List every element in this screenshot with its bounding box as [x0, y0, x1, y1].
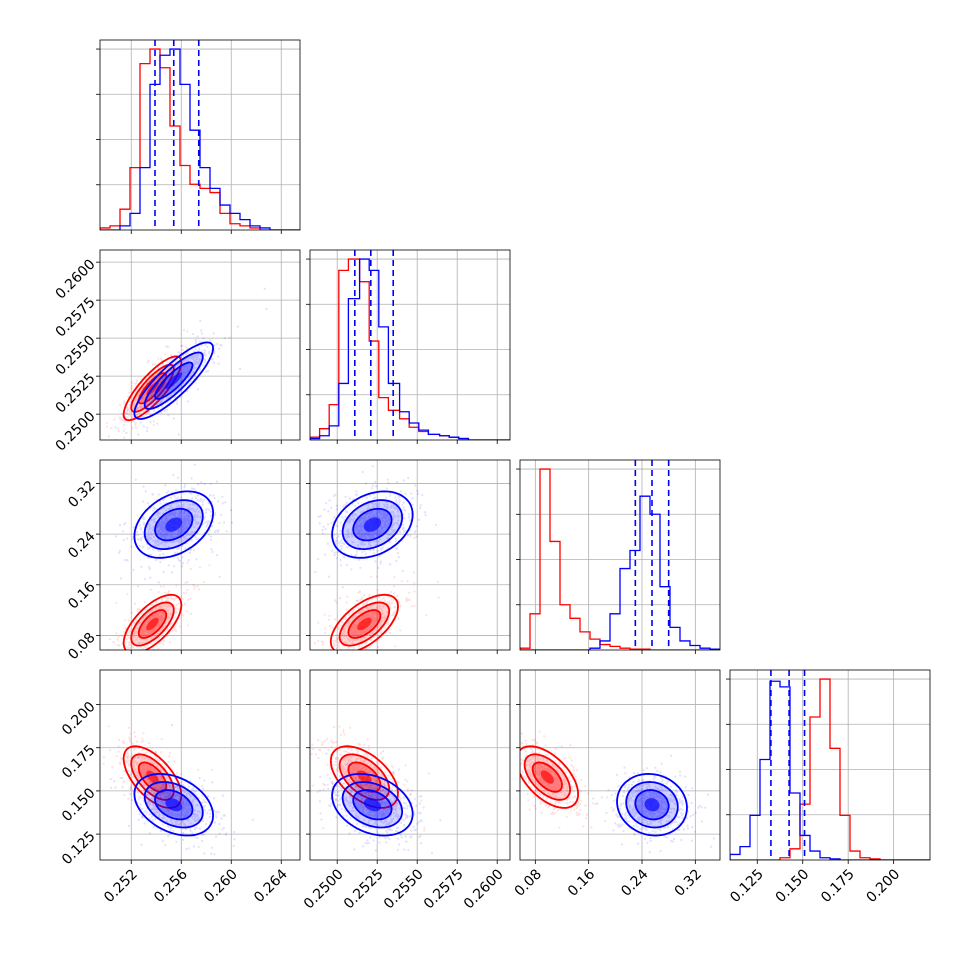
- grid-lines: [100, 250, 300, 440]
- panel-frame: [99, 669, 301, 861]
- panel-2-0: 0.08 0.16 0.24 0.32: [65, 459, 301, 663]
- plot-area: [100, 287, 268, 440]
- panel-3-2: 0.08 0.16 0.24 0.32: [512, 669, 721, 900]
- x-tick-label: 0.150: [773, 866, 813, 906]
- plot-area: [520, 460, 720, 650]
- grid-lines: [520, 460, 720, 650]
- density-contour-series-1: [363, 798, 381, 812]
- x-tick-label: 0.200: [864, 866, 904, 906]
- density-contour-series-0: [329, 745, 399, 809]
- panel-frame: [99, 39, 301, 231]
- plot-area: [100, 463, 234, 650]
- plot-area: [310, 250, 510, 440]
- panel-frame: [309, 459, 511, 651]
- y-tick-label: 0.16: [65, 579, 98, 612]
- panel-0-0: [96, 39, 301, 234]
- y-tick-label: 0.200: [59, 699, 99, 739]
- density-contour-series-0: [122, 593, 183, 650]
- density-contour-series-1: [165, 372, 183, 389]
- x-tick-label: 0.24: [618, 866, 651, 899]
- x-tick-label: 0.125: [727, 866, 767, 906]
- grid-lines: [310, 670, 510, 860]
- panel-frame: [309, 669, 511, 861]
- plot-area: [102, 724, 255, 856]
- density-contour-series-1: [616, 772, 688, 837]
- panel-2-2: [516, 459, 721, 654]
- y-tick-label: 0.08: [65, 630, 98, 663]
- panel-frame: [99, 249, 301, 441]
- histogram-series-1: [520, 495, 720, 650]
- grid-lines: [310, 250, 510, 440]
- x-tick-label: 0.260: [201, 866, 241, 906]
- plot-area: [520, 730, 716, 854]
- density-contour-series-0: [540, 770, 554, 784]
- x-tick-label: 0.252: [101, 866, 141, 906]
- plot-area: [310, 725, 442, 854]
- y-tick-label: 0.24: [65, 528, 98, 561]
- density-contour-series-0: [122, 745, 183, 809]
- panel-frame: [309, 249, 511, 441]
- histogram-series-1: [310, 258, 510, 440]
- x-tick-label: 0.2525: [341, 866, 387, 912]
- panel-2-1: [306, 459, 511, 654]
- histogram-series-1: [730, 680, 930, 860]
- histogram-series-0: [100, 48, 300, 230]
- panel-frame: [519, 669, 721, 861]
- x-tick-label: 0.16: [565, 866, 598, 899]
- density-contour-series-1: [165, 798, 183, 812]
- panel-frame: [99, 459, 301, 651]
- x-tick-label: 0.256: [151, 866, 191, 906]
- density-contour-series-1: [133, 341, 215, 420]
- density-contour-series-1: [363, 517, 381, 532]
- grid-lines: [100, 460, 300, 650]
- grid-lines: [520, 670, 720, 860]
- density-contour-series-1: [331, 772, 414, 837]
- y-tick-label: 0.32: [65, 478, 98, 511]
- density-contour-series-1: [331, 490, 414, 559]
- density-contour-series-0: [329, 593, 399, 650]
- y-tick-label: 0.2500: [53, 409, 99, 455]
- density-contour-series-0: [520, 745, 580, 809]
- y-tick-label: 0.2550: [53, 333, 99, 379]
- x-tick-label: 0.32: [672, 866, 705, 899]
- x-tick-label: 0.2500: [301, 866, 347, 912]
- y-tick-label: 0.175: [59, 742, 99, 782]
- y-tick-label: 0.2575: [53, 295, 99, 341]
- plot-area: [730, 670, 930, 860]
- histogram-series-1: [100, 48, 300, 230]
- x-tick-label: 0.2600: [461, 866, 507, 912]
- x-tick-label: 0.264: [251, 866, 291, 906]
- density-contour-series-1: [644, 798, 660, 812]
- panel-frame: [729, 669, 931, 861]
- panel-3-3: 0.125 0.150 0.175 0.200: [726, 669, 931, 906]
- grid-lines: [310, 460, 510, 650]
- density-contour-series-1: [165, 517, 183, 532]
- x-tick-label: 0.2550: [381, 866, 427, 912]
- y-tick-label: 0.2600: [53, 257, 99, 303]
- y-tick-label: 0.150: [59, 785, 99, 825]
- density-contour-series-0: [357, 617, 372, 631]
- plot-area: [100, 40, 300, 230]
- x-tick-label: 0.2575: [421, 866, 467, 912]
- density-contour-series-1: [133, 490, 215, 559]
- x-tick-label: 0.08: [512, 866, 545, 899]
- density-contour-series-0: [146, 770, 159, 784]
- density-contour-series-1: [133, 772, 215, 837]
- y-tick-label: 0.125: [59, 828, 99, 868]
- density-contour-series-0: [122, 355, 183, 422]
- panel-1-1: [306, 249, 511, 444]
- y-tick-label: 0.2525: [53, 371, 99, 417]
- plot-area: [310, 465, 440, 650]
- panel-frame: [519, 459, 721, 651]
- x-tick-label: 0.175: [818, 866, 858, 906]
- density-contour-series-0: [146, 617, 159, 631]
